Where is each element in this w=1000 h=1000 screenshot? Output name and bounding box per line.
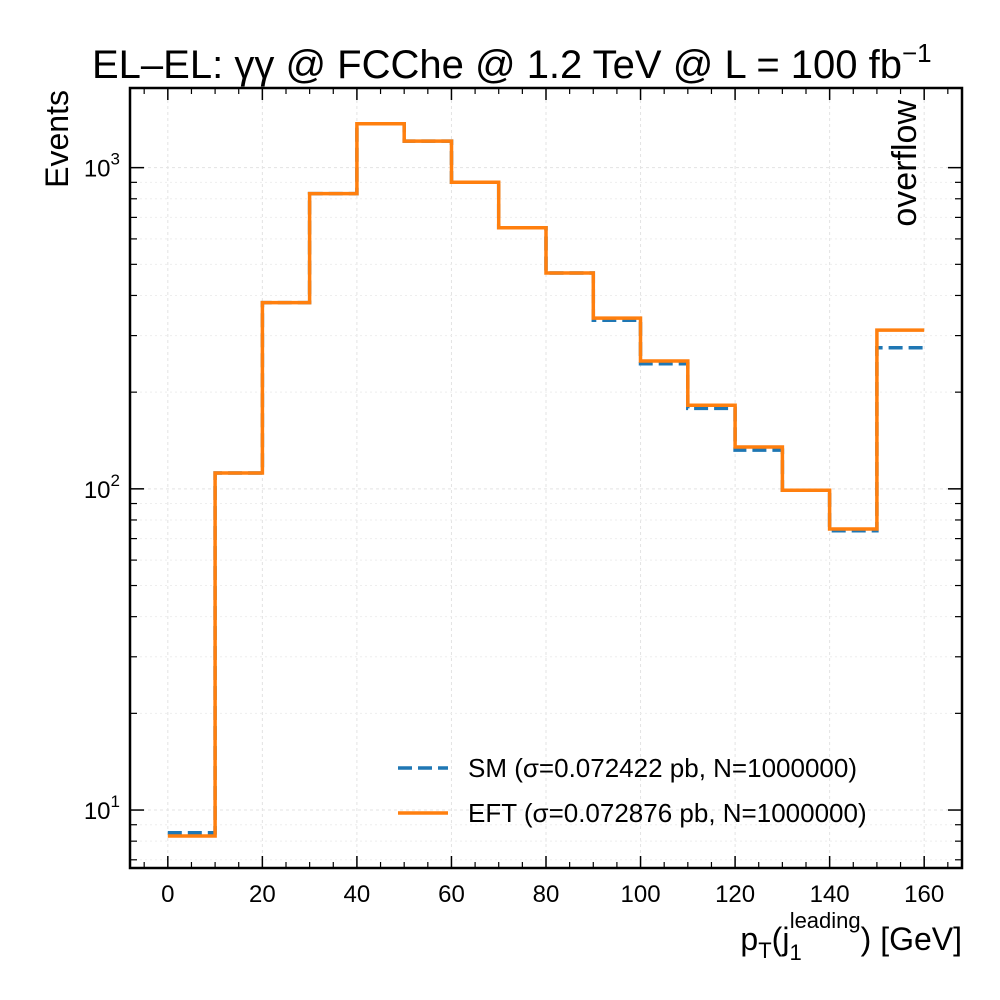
legend-label: EFT (σ=0.072876 pb, N=1000000) <box>468 798 867 828</box>
grid <box>130 88 962 868</box>
x-tick-label: 120 <box>715 881 755 908</box>
tick-labels: 0 20 40 60 80 100 120 140 160 101 102 103 <box>84 150 944 908</box>
x-tick-label: 60 <box>438 881 465 908</box>
ticks <box>130 88 962 868</box>
title-superscript: −1 <box>902 38 932 68</box>
x-tick-label: 140 <box>810 881 850 908</box>
series-layer <box>167 121 925 838</box>
overflow-annotation: overflow <box>886 100 924 227</box>
x-tick-label: 80 <box>533 881 560 908</box>
legend: SM (σ=0.072422 pb, N=1000000) EFT (σ=0.07… <box>398 753 867 828</box>
x-tick-label: 40 <box>344 881 371 908</box>
chart-title: EL–EL: γγ @ FCChe @ 1.2 TeV @ L = 100 fb… <box>92 38 932 87</box>
x-label-j-sub: 1 <box>789 940 801 965</box>
series-line-eft <box>167 121 925 838</box>
x-label-tail: ) [GeV] <box>861 921 962 957</box>
x-tick-label: 0 <box>161 881 174 908</box>
x-label-sub: T <box>758 938 771 963</box>
y-axis-label: Events <box>39 90 75 188</box>
x-tick-label: 20 <box>249 881 276 908</box>
y-tick-label: 102 <box>84 471 120 504</box>
x-label-paren: (j <box>772 921 790 957</box>
y-axis-label-text: Events <box>39 90 75 188</box>
title-main: EL–EL: γγ @ FCChe @ 1.2 TeV @ L = 100 fb <box>92 43 902 87</box>
x-label-j-sup: leading <box>790 908 861 933</box>
y-tick-label: 101 <box>84 792 120 825</box>
x-axis-label: pT(j1 leading) [GeV] <box>740 908 962 965</box>
legend-label: SM (σ=0.072422 pb, N=1000000) <box>468 753 857 783</box>
x-label-main: p <box>740 921 758 957</box>
x-tick-label: 160 <box>904 881 944 908</box>
x-tick-label: 100 <box>621 881 661 908</box>
y-tick-label: 103 <box>84 150 120 183</box>
overflow-annotation-text: overflow <box>886 100 924 227</box>
